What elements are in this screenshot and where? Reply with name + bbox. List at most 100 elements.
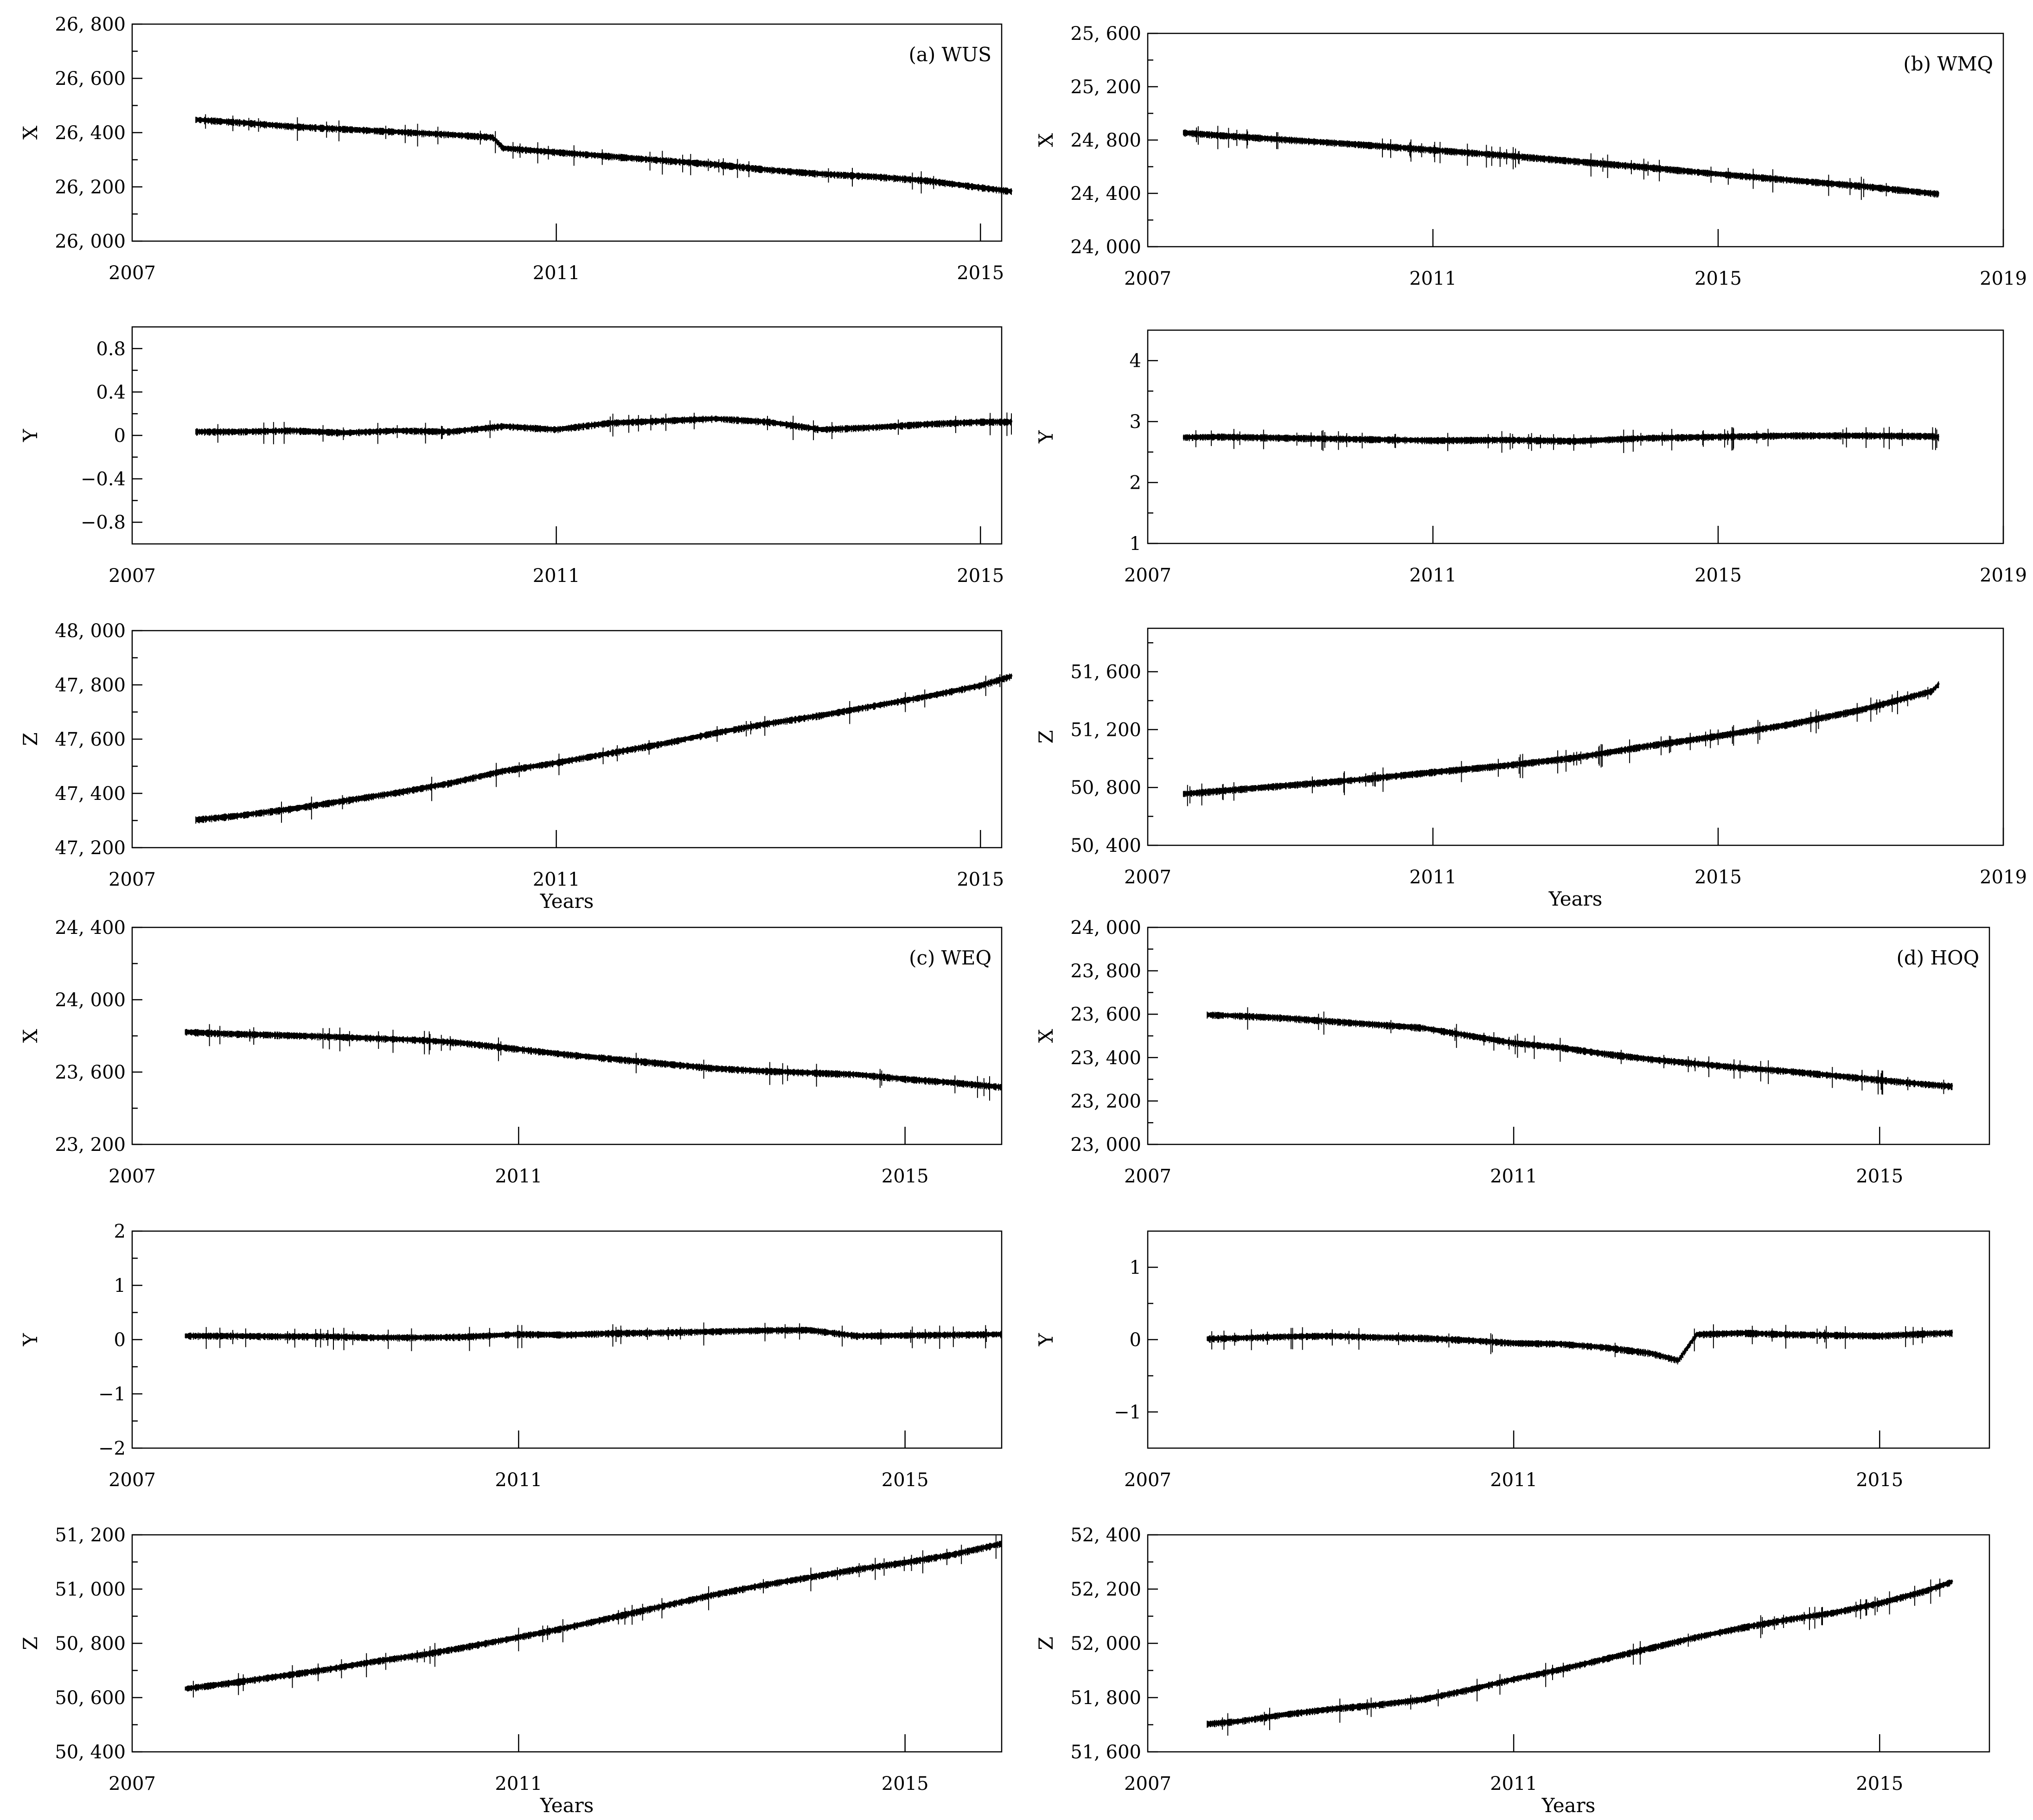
x-tick-label: 2007 [1124, 1773, 1171, 1794]
y-axis-title: X [19, 126, 42, 140]
series-noise [1183, 126, 1939, 200]
x-tick-label: 2007 [109, 1773, 156, 1794]
panel-hoq-x: 23, 000 23, 200 23, 400 23, 600 23, 800 24, 0… [1035, 917, 1990, 1187]
panel-weq-y: −2 −1 0 1 2 2007 2011 2015 Y [19, 1221, 1003, 1491]
y-tick-label: 24, 000 [55, 990, 126, 1011]
y-tick-label: 23, 200 [55, 1134, 126, 1156]
panel-wmq-y: 1 2 3 4 2007 2011 2015 2019 Y [1035, 329, 2027, 586]
y-tick-label: −0.8 [81, 512, 126, 533]
x-tick-label: 2007 [109, 1166, 156, 1187]
y-tick-label: 4 [1130, 351, 1141, 372]
panel-label: (a) WUS [909, 43, 992, 66]
y-tick-label: 50, 800 [55, 1633, 126, 1654]
x-axis-title: Years [1548, 888, 1603, 910]
panel-hoq-y: −1 0 1 2007 2011 2015 Y [1035, 1230, 1990, 1491]
plot-frame [131, 1230, 1003, 1449]
y-tick-label: 3 [1130, 411, 1141, 433]
y-tick-label: −1 [98, 1384, 126, 1405]
x-tick-label: 2007 [1124, 565, 1171, 586]
panel-label: (d) HOQ [1897, 946, 1980, 969]
y-tick-label: 23, 000 [1070, 1134, 1141, 1156]
y-tick-label: 2 [1130, 473, 1141, 494]
y-tick-label: 51, 600 [1070, 662, 1141, 683]
y-axis-title: Z [1035, 1636, 1057, 1650]
x-tick-label: 2011 [533, 869, 580, 890]
x-tick-label: 2011 [1409, 268, 1457, 289]
panel-label: (c) WEQ [909, 946, 991, 969]
series-line [1183, 683, 1940, 794]
y-axis-title: Y [1035, 1333, 1057, 1347]
y-tick-label: 51, 600 [1070, 1742, 1141, 1763]
x-axis-title: Years [1541, 1794, 1596, 1817]
y-tick-label: −1 [1114, 1402, 1141, 1423]
y-tick-label: 0.8 [96, 338, 126, 360]
y-tick-label: −2 [98, 1438, 126, 1459]
series-noise [185, 1322, 1002, 1351]
x-tick-label: 2015 [882, 1773, 929, 1794]
y-tick-label: 26, 000 [55, 231, 126, 252]
plot-frame [1147, 1534, 1990, 1753]
series-line [196, 118, 1013, 192]
series-line [185, 1328, 1002, 1338]
y-tick-label: 52, 400 [1070, 1525, 1141, 1546]
y-tick-label: 51, 000 [55, 1579, 126, 1600]
x-tick-label: 2015 [1856, 1166, 1903, 1187]
y-tick-label: 26, 600 [55, 68, 126, 89]
y-tick-label: 51, 200 [55, 1525, 126, 1546]
x-tick-label: 2007 [1124, 268, 1171, 289]
y-tick-label: 48, 000 [55, 620, 126, 642]
series-noise [185, 1535, 1002, 1698]
panel-wus-x: 26, 000 26, 200 26, 400 26, 600 26, 800 2007 2… [19, 14, 1013, 284]
y-tick-label: 47, 200 [55, 837, 126, 859]
x-tick-label: 2015 [1856, 1469, 1903, 1491]
x-tick-label: 2007 [109, 1469, 156, 1491]
x-tick-label: 2011 [1490, 1166, 1537, 1187]
x-tick-label: 2015 [957, 262, 1004, 284]
x-tick-label: 2015 [1694, 867, 1742, 888]
y-tick-label: 26, 200 [55, 177, 126, 198]
y-tick-label: 47, 800 [55, 675, 126, 696]
series-noise [195, 412, 1012, 445]
y-tick-label: 47, 600 [55, 729, 126, 750]
series-line [1183, 434, 1939, 441]
y-tick-label: 23, 400 [1070, 1047, 1141, 1069]
series-line [185, 1030, 1002, 1088]
y-axis-title: Y [19, 1333, 42, 1347]
panel-hoq-z: 51, 600 51, 800 52, 000 52, 200 52, 400 2007 2… [1035, 1525, 1990, 1817]
y-tick-label: 52, 000 [1070, 1633, 1141, 1654]
x-tick-label: 2015 [1694, 565, 1742, 586]
y-tick-label: 2 [114, 1221, 126, 1242]
y-tick-label: 52, 200 [1070, 1579, 1141, 1600]
x-tick-label: 2015 [957, 565, 1004, 587]
series-line [196, 674, 1013, 820]
y-tick-label: 1 [1130, 1257, 1141, 1278]
x-axis-title: Years [540, 890, 594, 913]
y-tick-label: 0 [114, 1329, 126, 1351]
series-line [185, 1542, 1002, 1689]
y-axis-title: Z [19, 732, 42, 746]
y-tick-label: 23, 600 [55, 1062, 126, 1083]
y-tick-label: 50, 800 [1070, 777, 1141, 798]
y-tick-label: 50, 400 [55, 1742, 126, 1763]
series-line [1183, 131, 1939, 194]
x-tick-label: 2007 [1124, 1166, 1171, 1187]
y-tick-label: 24, 400 [1070, 183, 1141, 204]
y-tick-label: 23, 800 [1070, 961, 1141, 982]
x-tick-label: 2007 [109, 262, 156, 284]
x-tick-label: 2011 [495, 1773, 542, 1794]
y-axis-title: X [19, 1029, 42, 1043]
x-tick-label: 2007 [109, 565, 156, 587]
series-noise [1183, 681, 1939, 806]
y-tick-label: 26, 800 [55, 14, 126, 35]
y-axis-title: Y [1035, 430, 1057, 444]
series-line [1207, 1013, 1953, 1087]
panel-weq-z: 50, 400 50, 600 50, 800 51, 000 51, 200 2007 2… [19, 1525, 1003, 1817]
x-tick-label: 2019 [1980, 565, 2027, 586]
x-tick-label: 2011 [495, 1166, 542, 1187]
y-tick-label: 24, 400 [55, 917, 126, 939]
y-axis-title: Y [19, 428, 42, 442]
plot-frame [131, 630, 1003, 849]
y-tick-label: 1 [1130, 533, 1141, 555]
x-tick-label: 2007 [1124, 1469, 1171, 1491]
